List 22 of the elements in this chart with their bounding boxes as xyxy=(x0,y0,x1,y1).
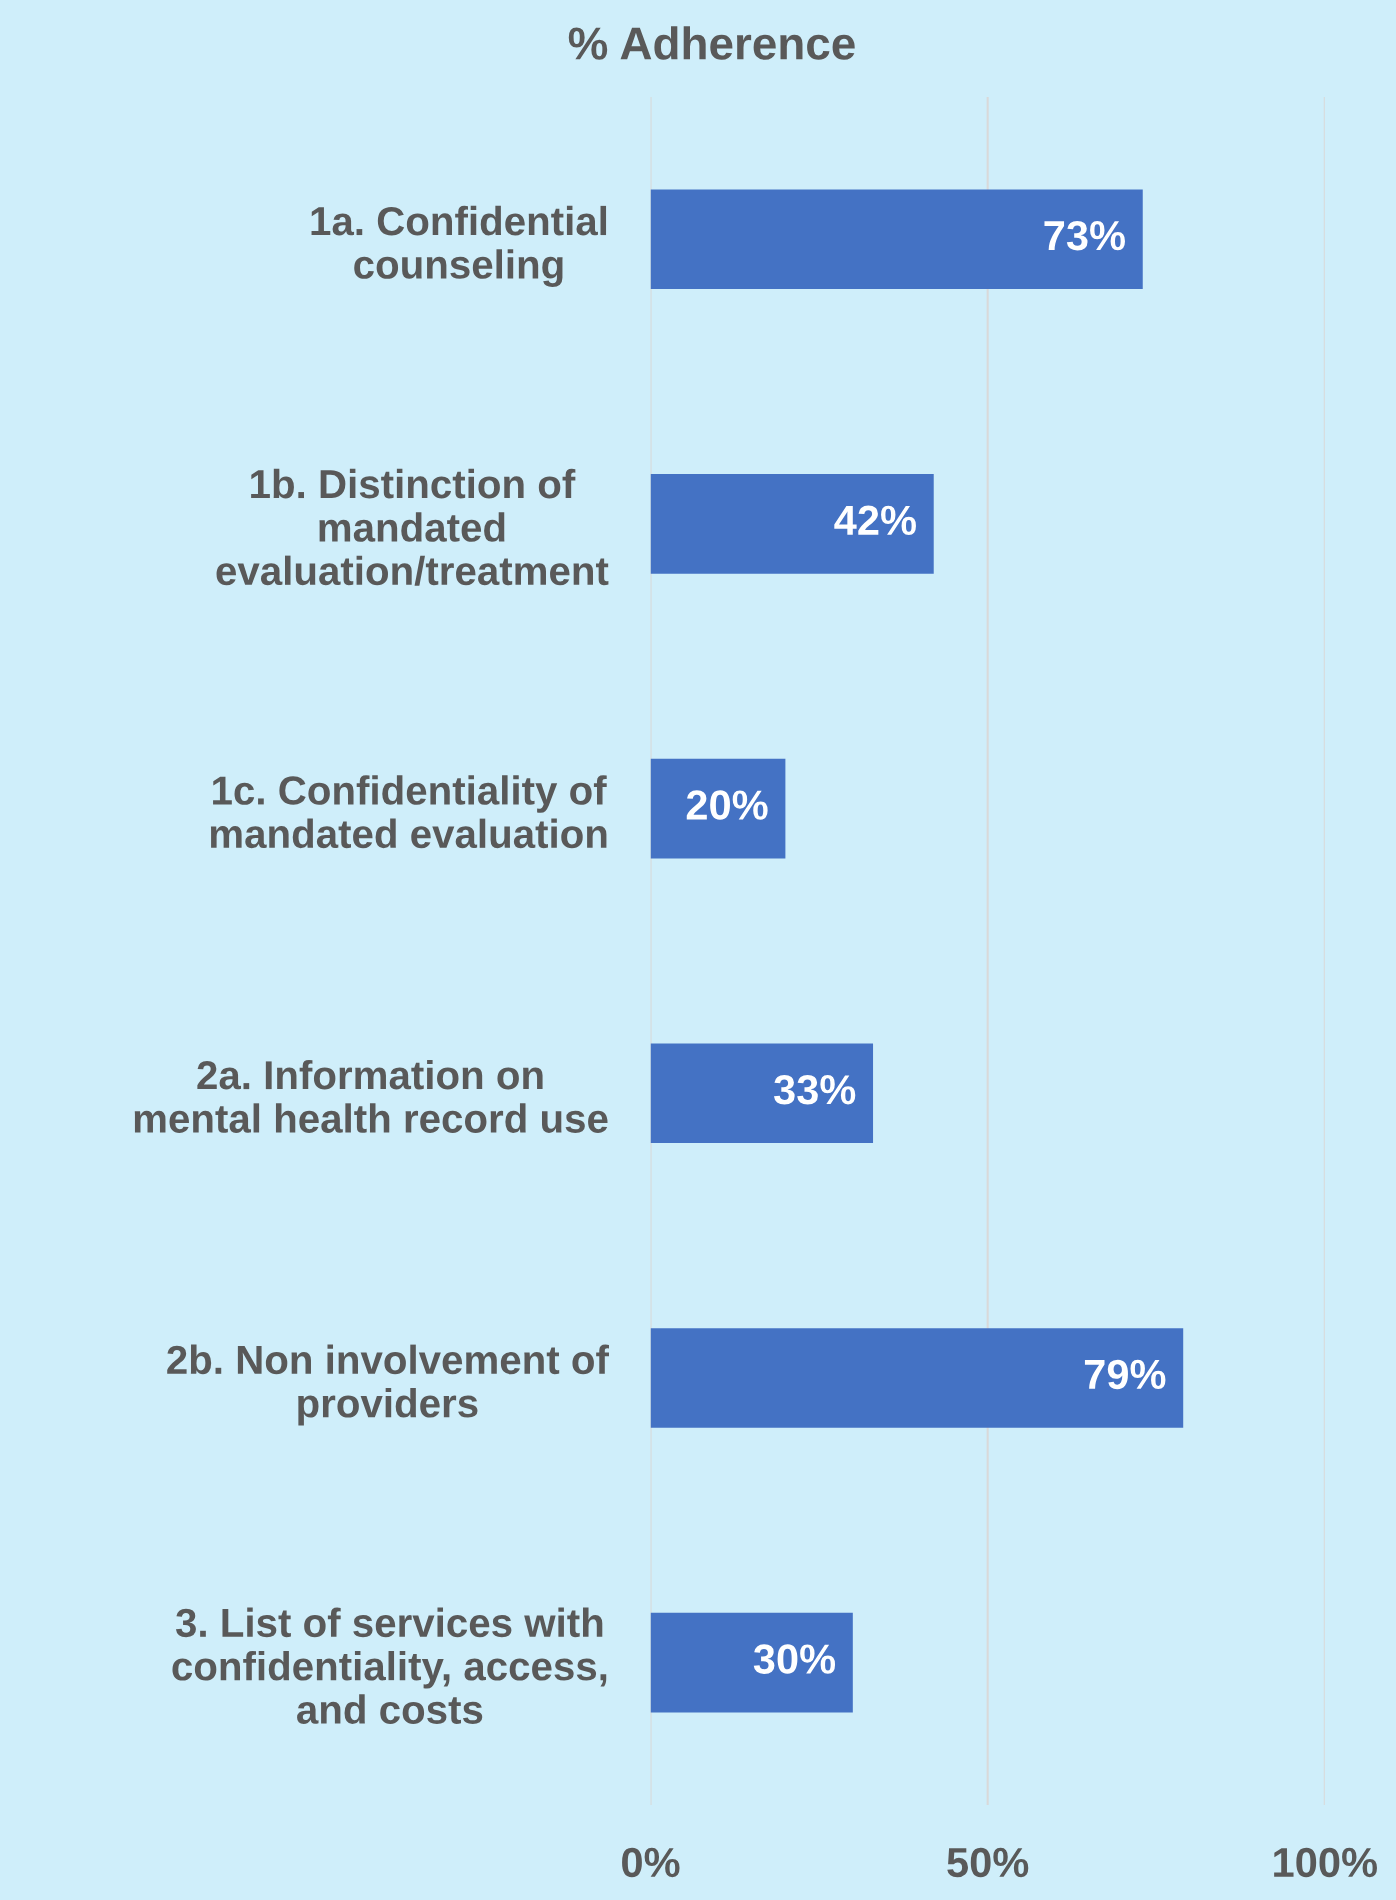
data-label: 20% xyxy=(686,790,768,820)
bar xyxy=(650,758,786,859)
bar xyxy=(650,1043,874,1144)
data-label: 42% xyxy=(834,505,916,536)
y-tick-label: 1c. Confidentiality of mandated evaluation xyxy=(210,775,607,849)
bar xyxy=(650,1328,1184,1428)
x-tick-label: 50% xyxy=(947,1847,1029,1878)
x-tick-label: 0% xyxy=(622,1847,680,1878)
data-label: 33% xyxy=(773,1074,856,1105)
bar xyxy=(650,189,1143,290)
bar xyxy=(650,1612,853,1713)
chart-title: % Adherence xyxy=(568,26,855,60)
y-tick-label: 3. List of services with confidentiality, access, and costs xyxy=(172,1607,607,1724)
y-tick-label: 1a. Confidential counseling xyxy=(311,205,607,287)
y-tick-label: 2a. Information on mental health record use xyxy=(134,1059,608,1133)
data-label: 73% xyxy=(1044,220,1125,251)
data-label: 79% xyxy=(1084,1359,1166,1390)
data-label: 30% xyxy=(753,1644,836,1674)
y-tick-label: 2b. Non involvement of providers xyxy=(167,1344,609,1426)
x-tick-label: 100% xyxy=(1274,1847,1377,1878)
y-tick-label: 1b. Distinction of mandated evaluation/treatment xyxy=(216,468,609,586)
bar xyxy=(650,474,934,574)
